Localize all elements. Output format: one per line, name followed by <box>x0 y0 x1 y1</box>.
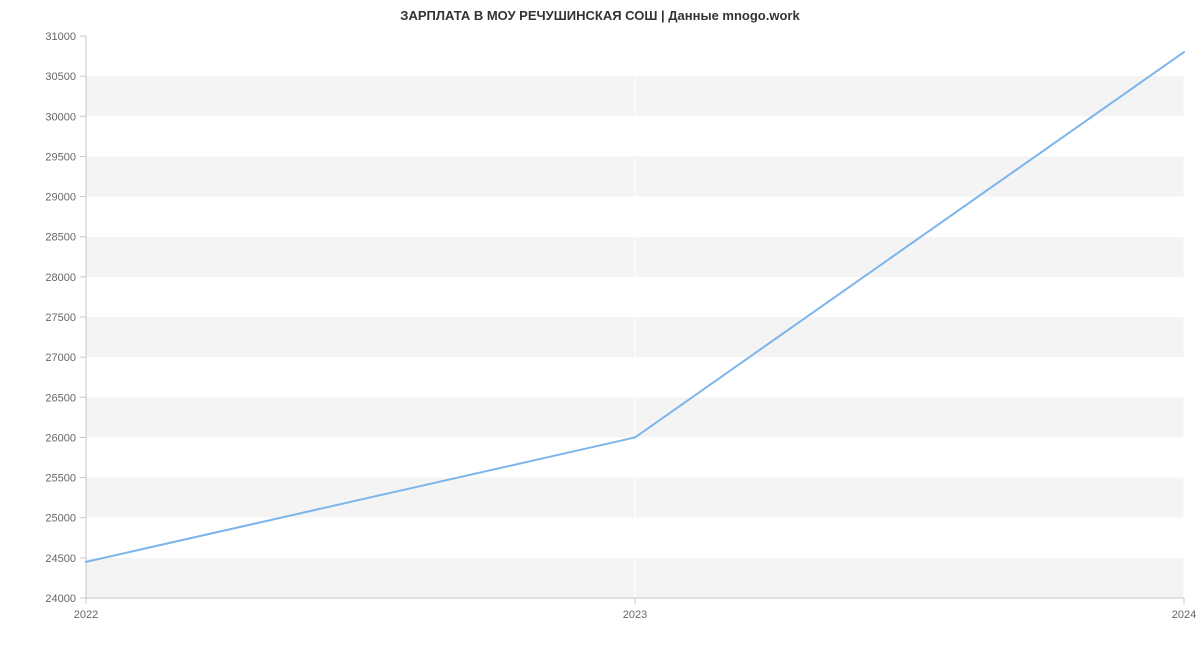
chart-title: ЗАРПЛАТА В МОУ РЕЧУШИНСКАЯ СОШ | Данные … <box>0 8 1200 23</box>
y-tick-label: 25500 <box>45 473 76 485</box>
y-tick-label: 30500 <box>45 71 76 83</box>
y-tick-label: 28000 <box>45 272 76 284</box>
x-tick-label: 2024 <box>1172 609 1196 621</box>
chart-container: ЗАРПЛАТА В МОУ РЕЧУШИНСКАЯ СОШ | Данные … <box>0 0 1200 650</box>
y-tick-label: 29000 <box>45 192 76 204</box>
y-tick-label: 29500 <box>45 151 76 163</box>
y-tick-label: 25000 <box>45 513 76 525</box>
y-tick-label: 27000 <box>45 352 76 364</box>
y-tick-label: 26500 <box>45 392 76 404</box>
chart-svg: 24000 24500 25000 25500 26000 26500 27000 27500… <box>0 0 1200 650</box>
y-tick-label: 31000 <box>45 31 76 43</box>
y-tick-label: 26000 <box>45 432 76 444</box>
x-tick-label: 2022 <box>74 609 98 621</box>
y-tick-label: 27500 <box>45 312 76 324</box>
y-tick-label: 24000 <box>45 593 76 605</box>
x-tick-label: 2023 <box>623 609 647 621</box>
y-tick-label: 28500 <box>45 232 76 244</box>
y-tick-label: 30000 <box>45 111 76 123</box>
y-tick-label: 24500 <box>45 553 76 565</box>
